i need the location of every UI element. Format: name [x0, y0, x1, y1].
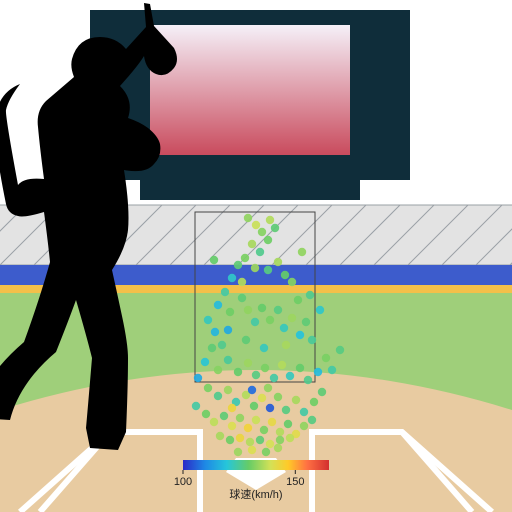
colorbar-tick: 150	[286, 476, 304, 488]
colorbar-tick: 100	[174, 476, 192, 488]
scoreboard-screen	[150, 25, 350, 155]
colorbar	[183, 460, 329, 470]
pitch-location-chart: 100 150 球速(km/h)	[0, 0, 512, 512]
colorbar-title: 球速(km/h)	[229, 487, 282, 501]
